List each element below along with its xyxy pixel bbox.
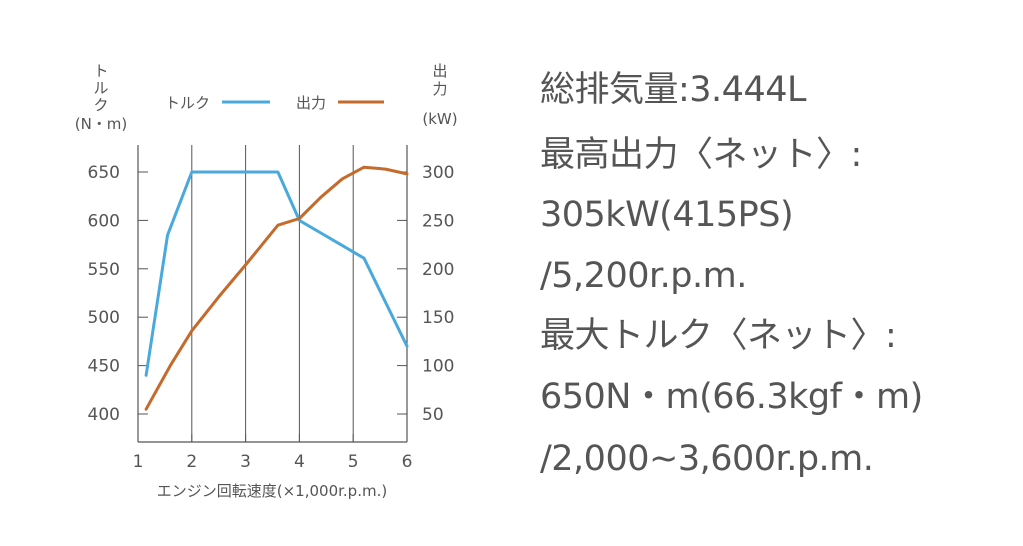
right-axis-title-char: 出 [432, 62, 447, 80]
right-tick-label: 100 [422, 357, 454, 377]
right-tick-label: 150 [422, 308, 454, 328]
torque-line [144, 170, 409, 377]
x-tick-label: 3 [240, 452, 251, 472]
left-tick-label: 650 [88, 163, 120, 183]
grid [191, 145, 408, 442]
legend-label-torque: トルク [165, 94, 210, 112]
legend-label-power: 出力 [296, 94, 326, 112]
power-line [144, 165, 409, 411]
spec-max-torque-label: 最大トルク〈ネット〉: [540, 316, 897, 356]
spec-max-torque-rpm: /2,000~3,600r.p.m. [540, 439, 874, 479]
right-tick-label: 50 [422, 405, 444, 425]
spec-max-torque-value: 650N・m(66.3kgf・m) [540, 377, 923, 417]
left-tick-label: 550 [88, 260, 120, 280]
spec-max-power-rpm: /5,200r.p.m. [540, 256, 747, 296]
left-tick-label: 400 [88, 405, 120, 425]
x-axis-label: エンジン回転速度(×1,000r.p.m.) [157, 482, 387, 500]
x-tick-label: 5 [348, 452, 359, 472]
spec-displacement: 総排気量:3.444L [540, 70, 807, 110]
left-axis-title-char: ト [93, 62, 108, 80]
left-axis-title-char: ク [93, 96, 108, 114]
axes: 400 450 500 550 600 650 50 100 150 200 250 300 1 2 3 4 5… [88, 145, 454, 472]
left-tick-label: 600 [88, 211, 120, 231]
right-tick-label: 300 [422, 163, 454, 183]
x-tick-label: 6 [402, 452, 413, 472]
right-axis-title-char: 力 [432, 80, 447, 98]
left-tick-label: 450 [88, 357, 120, 377]
right-tick-label: 250 [422, 211, 454, 231]
spec-max-power-value: 305kW(415PS) [540, 195, 794, 235]
left-axis-unit: (N・m) [75, 115, 128, 133]
spec-max-power-label: 最高出力〈ネット〉: [540, 135, 862, 175]
right-tick-label: 200 [422, 260, 454, 280]
left-tick-label: 500 [88, 308, 120, 328]
x-tick-label: 2 [186, 452, 197, 472]
x-tick-label: 4 [294, 452, 305, 472]
x-tick-label: 1 [133, 452, 144, 472]
right-axis-unit: (kW) [422, 110, 457, 128]
left-axis-title-char: ル [93, 79, 108, 97]
right-axis-title: 出 力 (kW) [422, 62, 457, 128]
legend: トルク 出力 [165, 94, 384, 112]
series-layer [144, 165, 409, 411]
left-axis-title: ト ル ク (N・m) [75, 62, 128, 133]
